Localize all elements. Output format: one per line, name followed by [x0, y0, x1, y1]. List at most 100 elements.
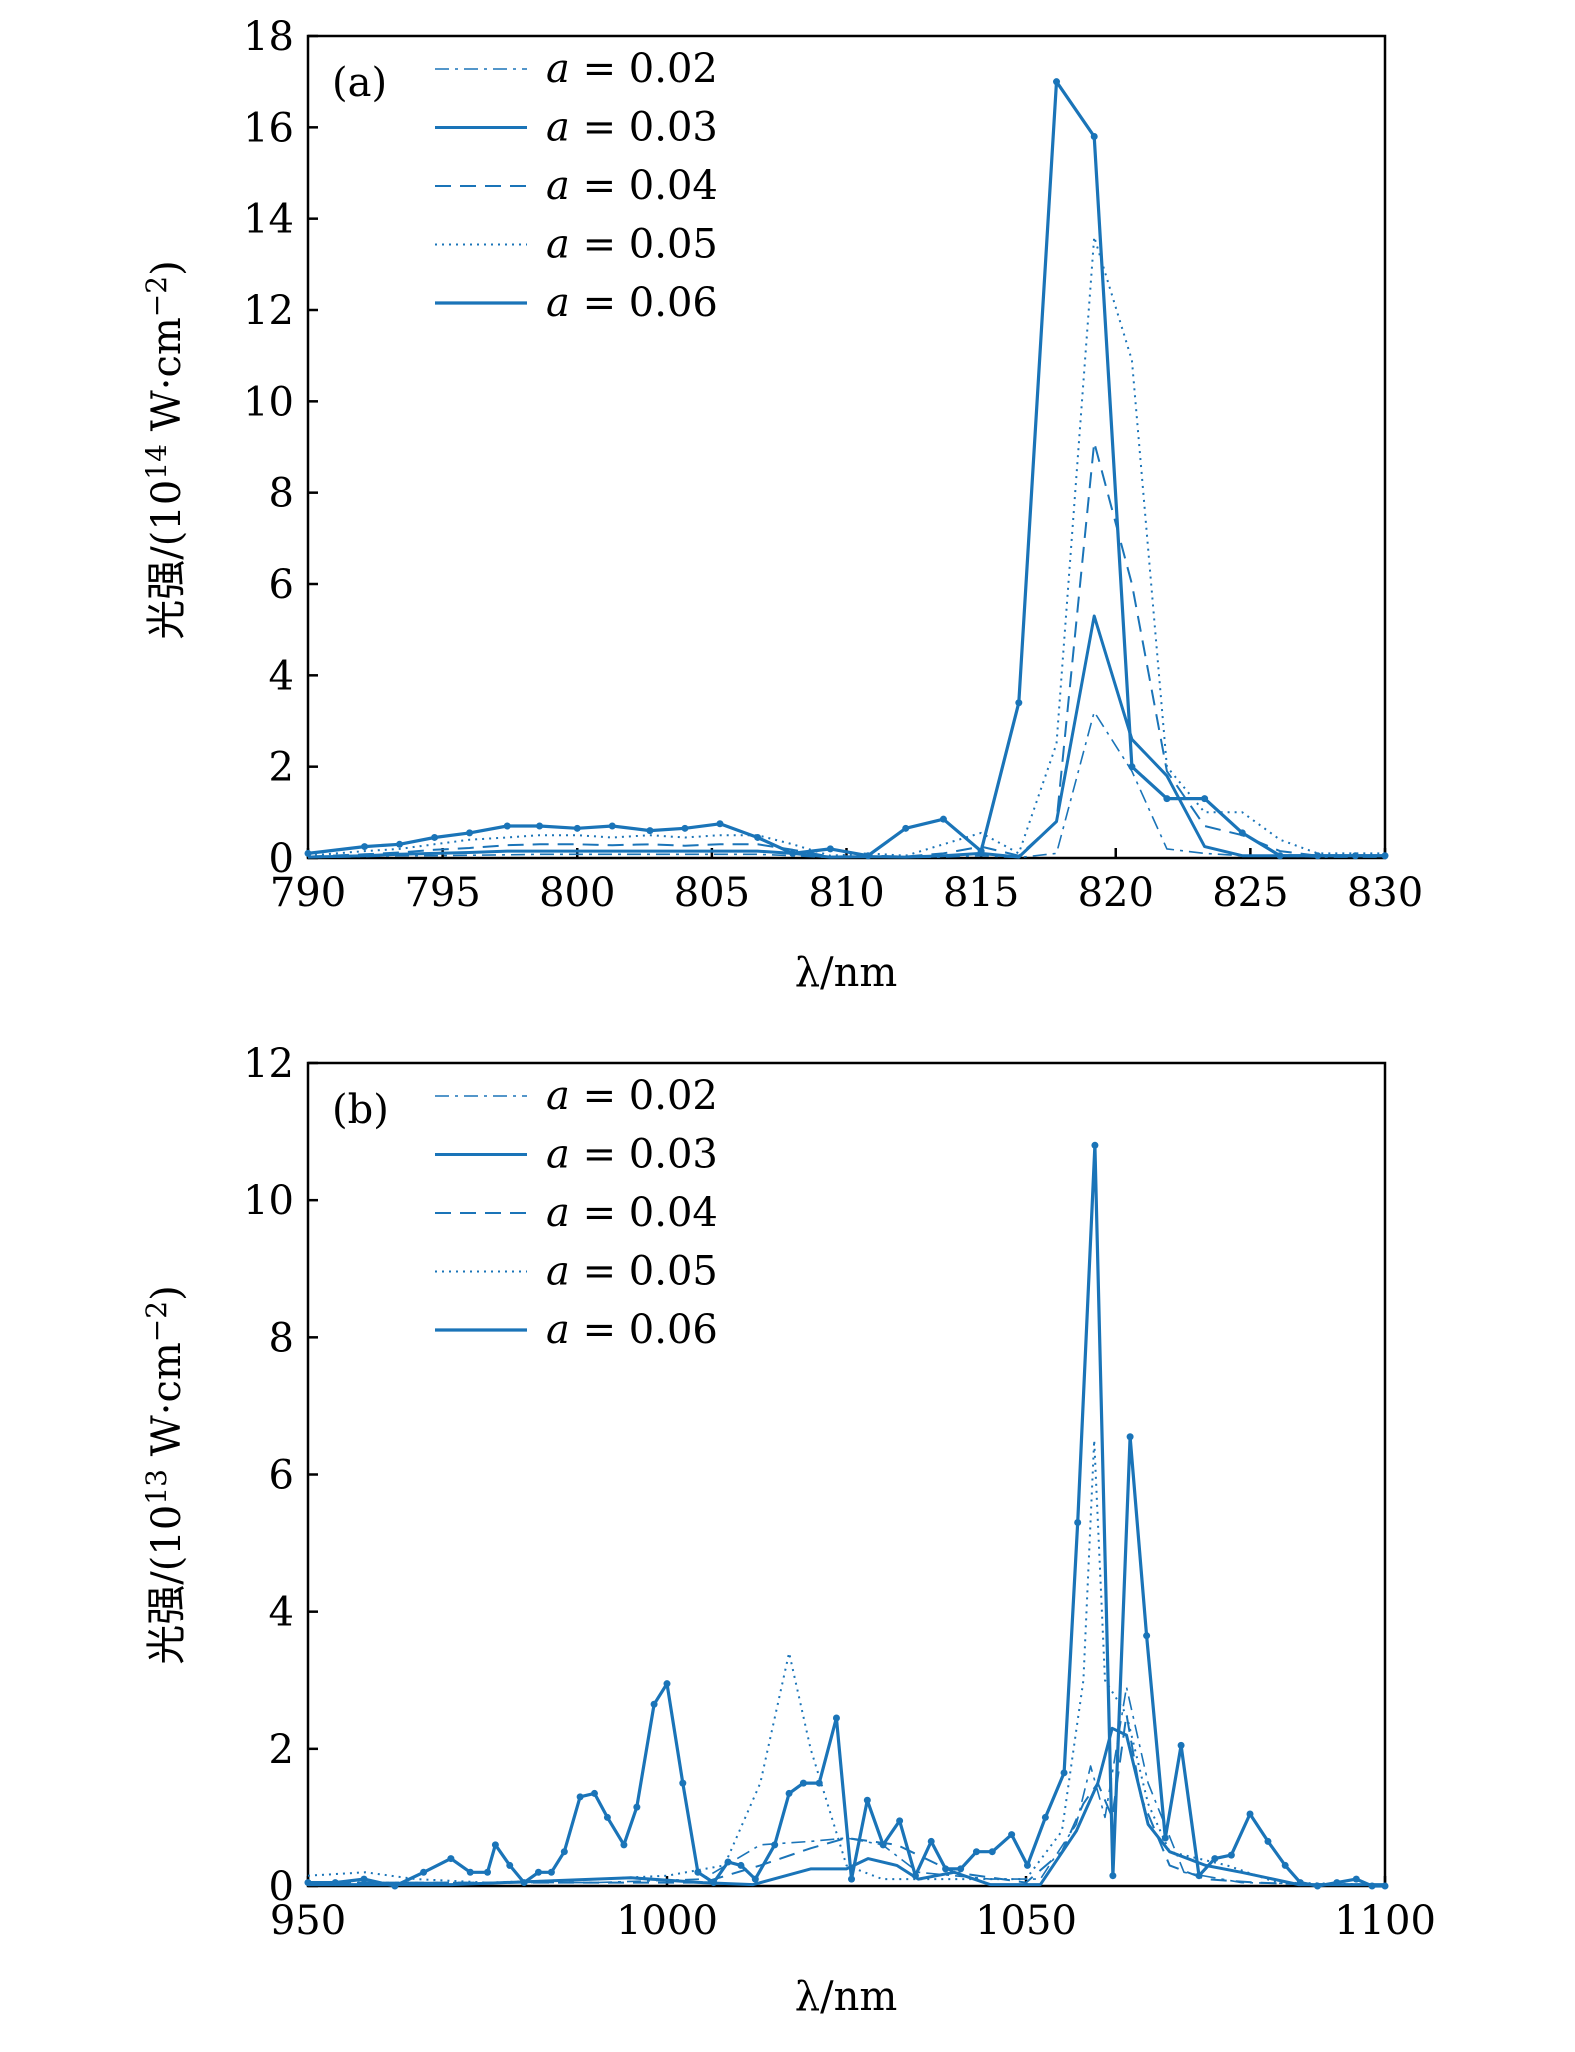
data-point — [560, 1848, 568, 1856]
data-point — [484, 1868, 491, 1876]
legend-label: a = 0.02 — [546, 46, 718, 92]
legend-label: a = 0.04 — [546, 163, 718, 209]
x-axis-label: λ/nm — [795, 1974, 898, 2020]
series-line-004 — [308, 1713, 1385, 1886]
x-tick-label: 825 — [1212, 870, 1288, 916]
data-point — [832, 1714, 840, 1722]
data-point — [361, 843, 369, 851]
data-point — [754, 833, 762, 841]
series-line-002 — [307, 711, 1385, 859]
legend-label: a = 0.04 — [546, 1190, 718, 1236]
data-point — [1201, 795, 1209, 803]
y-tick-label: 6 — [269, 1453, 294, 1499]
data-point — [1060, 1769, 1068, 1777]
data-point — [1177, 1741, 1185, 1749]
y-tick-label: 2 — [269, 745, 294, 791]
data-point — [1246, 1810, 1254, 1818]
data-point — [646, 827, 654, 835]
panel-label: (a) — [332, 60, 387, 106]
panel-a: (a) λ/nm 光强/(1014 W·cm−2) 790 795 800 805 81… — [140, 14, 1423, 996]
series-line-003 — [308, 1726, 1385, 1887]
data-point — [491, 1841, 499, 1849]
y-tick-label: 10 — [243, 379, 294, 425]
data-point — [785, 1789, 793, 1797]
y-tick-label: 12 — [243, 288, 294, 334]
data-point — [927, 1837, 935, 1845]
series-line-004 — [307, 441, 1385, 858]
data-point — [957, 1865, 965, 1873]
legend-label: a = 0.02 — [546, 1073, 718, 1119]
x-tick-label: 1100 — [1334, 1898, 1436, 1944]
data-point — [1314, 1882, 1322, 1890]
legend-label: a = 0.06 — [546, 280, 718, 326]
data-point — [1053, 78, 1061, 86]
data-point — [360, 1875, 368, 1883]
data-point — [1074, 1519, 1082, 1527]
series-line-005 — [307, 235, 1385, 857]
y-axis-label: 光强/(1014 W·cm−2) — [140, 260, 190, 639]
data-point — [1227, 1851, 1235, 1859]
y-tick-label: 14 — [243, 197, 294, 243]
data-point — [789, 849, 797, 857]
x-tick-label: 795 — [404, 870, 480, 916]
x-tick-label: 950 — [270, 1898, 346, 1944]
series-line-003 — [307, 614, 1385, 859]
data-point — [737, 1861, 745, 1869]
data-point — [679, 1779, 687, 1787]
data-point — [1109, 1872, 1117, 1880]
legend-label: a = 0.03 — [546, 1132, 718, 1178]
data-point — [939, 815, 947, 823]
data-point — [1090, 132, 1098, 140]
data-point — [1381, 852, 1389, 860]
data-point — [1368, 1882, 1376, 1890]
data-point — [466, 829, 474, 837]
data-point — [1296, 1879, 1304, 1887]
data-point — [304, 1879, 312, 1887]
y-axis-label: 光强/(1013 W·cm−2) — [140, 1285, 190, 1664]
plot-frame — [306, 34, 1387, 860]
data-point — [534, 1868, 542, 1876]
data-point — [799, 1779, 807, 1787]
x-tick-label: 815 — [943, 870, 1019, 916]
data-point — [391, 1882, 399, 1890]
series-line-005 — [307, 1439, 1386, 1886]
data-point — [1143, 1632, 1151, 1640]
data-point — [547, 1868, 555, 1876]
y-tick-label: 4 — [269, 1590, 294, 1636]
data-point — [724, 1858, 732, 1866]
legend-label: a = 0.03 — [546, 105, 718, 151]
data-point — [520, 1879, 528, 1887]
data-point — [590, 1789, 598, 1797]
x-tick-label: 790 — [270, 870, 346, 916]
x-tick-label: 820 — [1078, 870, 1154, 916]
data-point — [447, 1855, 455, 1863]
data-point — [1351, 852, 1359, 860]
data-point — [896, 1817, 904, 1825]
x-tick-label: 1000 — [616, 1898, 718, 1944]
data-point — [864, 852, 872, 860]
y-tick-label: 6 — [269, 562, 294, 608]
data-point — [396, 840, 404, 848]
data-point — [902, 824, 910, 832]
data-point — [576, 1793, 584, 1801]
data-point — [1015, 699, 1023, 707]
data-point — [650, 1700, 658, 1708]
data-point — [1126, 1433, 1134, 1441]
data-point — [710, 1879, 718, 1887]
data-point — [1163, 795, 1171, 803]
data-point — [1023, 1861, 1031, 1869]
series-line-006 — [307, 80, 1385, 858]
x-tick-label: 1050 — [975, 1898, 1077, 1944]
data-point — [1091, 1141, 1099, 1149]
data-point — [751, 1875, 759, 1883]
data-point — [1008, 1831, 1016, 1839]
data-point — [863, 1796, 871, 1804]
y-tick-label: 16 — [243, 105, 294, 151]
data-point — [536, 822, 544, 830]
data-point — [1314, 852, 1322, 860]
data-point — [573, 824, 581, 832]
data-point — [1041, 1813, 1049, 1821]
data-point — [1281, 1861, 1289, 1869]
data-point — [1211, 1855, 1219, 1863]
